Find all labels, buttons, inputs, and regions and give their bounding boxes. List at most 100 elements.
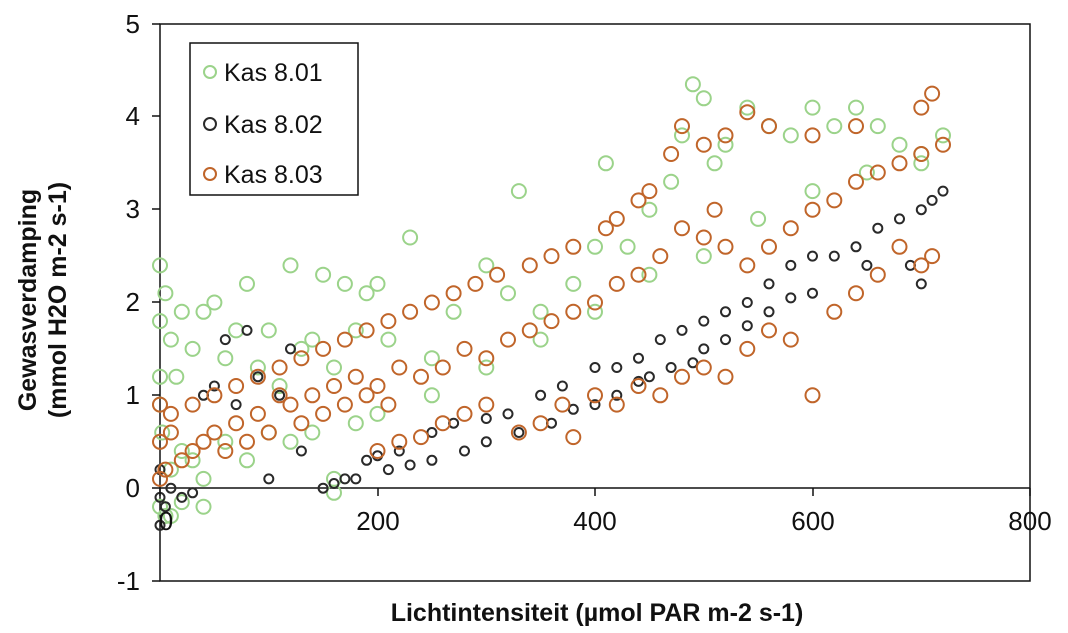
data-point: [173, 452, 190, 469]
data-point: [445, 285, 462, 302]
data-point: [478, 359, 495, 376]
data-point: [826, 303, 843, 320]
data-point: [597, 155, 614, 172]
data-point: [913, 99, 930, 116]
data-point: [915, 278, 927, 290]
data-point: [608, 275, 625, 292]
data-point: [935, 136, 951, 153]
data-point: [741, 297, 753, 308]
data-point: [706, 155, 723, 172]
data-point: [587, 387, 603, 404]
data-point: [763, 278, 775, 290]
data-point: [206, 294, 223, 311]
data-point: [513, 427, 525, 438]
data-point: [173, 303, 190, 320]
data-point: [826, 192, 843, 209]
data-point: [208, 380, 220, 392]
data-point: [894, 213, 905, 225]
data-point: [315, 340, 332, 357]
data-point: [926, 194, 938, 206]
data-point: [456, 405, 473, 422]
data-point: [152, 368, 168, 385]
data-point: [674, 118, 690, 135]
data-point: [328, 478, 340, 489]
data-point: [587, 238, 603, 255]
data-point: [162, 405, 179, 422]
data-point: [339, 473, 351, 485]
data-point: [239, 452, 255, 469]
data-point: [663, 173, 680, 190]
data-point: [589, 399, 601, 411]
data-point: [239, 275, 255, 292]
points-layer: [152, 76, 951, 531]
data-point: [152, 396, 168, 413]
data-point: [217, 350, 234, 367]
data-point: [684, 76, 701, 93]
data-point: [850, 241, 862, 253]
data-point: [271, 387, 288, 404]
data-point: [480, 436, 492, 448]
data-point: [543, 248, 560, 265]
data-point: [434, 415, 451, 432]
data-point: [717, 136, 734, 153]
data-point: [565, 303, 582, 320]
data-point: [434, 359, 451, 376]
data-point: [782, 220, 799, 237]
data-point: [535, 389, 547, 401]
data-point: [249, 405, 266, 422]
data-point: [228, 415, 245, 432]
data-point: [828, 250, 840, 262]
data-point: [630, 378, 647, 394]
data-point: [761, 238, 777, 255]
data-point: [785, 259, 797, 271]
data-point: [935, 127, 951, 144]
data-point: [293, 415, 310, 432]
data-point: [393, 445, 405, 457]
data-point: [869, 164, 886, 181]
data-point: [872, 222, 884, 234]
data-point: [347, 322, 364, 339]
data-point: [915, 204, 927, 216]
data-point: [804, 99, 821, 116]
data-point: [782, 331, 799, 348]
data-point: [652, 387, 669, 404]
data-point: [698, 343, 710, 355]
series-kas-8-01: [152, 76, 951, 524]
data-point: [219, 334, 231, 346]
data-point: [717, 368, 734, 385]
data-point: [848, 99, 864, 116]
y-axis-title-line2: (mmol H2O m-2 s-1): [44, 182, 72, 418]
data-point: [350, 473, 362, 485]
legend-label: Kas 8.03: [224, 161, 323, 189]
data-point: [924, 248, 941, 265]
data-point: [891, 155, 908, 172]
data-point: [937, 185, 949, 197]
data-point: [326, 359, 342, 376]
data-point: [173, 443, 190, 459]
data-point: [500, 331, 516, 348]
y-axis-title-line1: Gewasverdamping: [14, 189, 42, 411]
data-point: [347, 415, 364, 432]
data-point: [195, 498, 212, 515]
data-point: [426, 454, 438, 466]
data-point: [608, 210, 625, 227]
data-point: [413, 368, 429, 385]
x-axis-title: Lichtintensiteit (µmol PAR m-2 s-1): [391, 599, 804, 627]
legend: Kas 8.01 Kas 8.02 Kas 8.03: [189, 42, 359, 196]
data-point: [239, 433, 255, 450]
x-tick-label: 600: [791, 506, 834, 536]
data-point: [556, 380, 568, 392]
data-point: [665, 362, 677, 373]
data-point: [336, 331, 353, 348]
data-point: [249, 359, 266, 376]
data-point: [358, 387, 375, 404]
data-point: [162, 424, 179, 441]
data-point: [304, 424, 321, 441]
data-point: [206, 424, 223, 441]
x-tick-label: 800: [1008, 506, 1051, 536]
data-point: [674, 368, 690, 385]
data-point: [413, 429, 429, 446]
data-point: [630, 266, 647, 283]
data-point: [184, 340, 201, 357]
